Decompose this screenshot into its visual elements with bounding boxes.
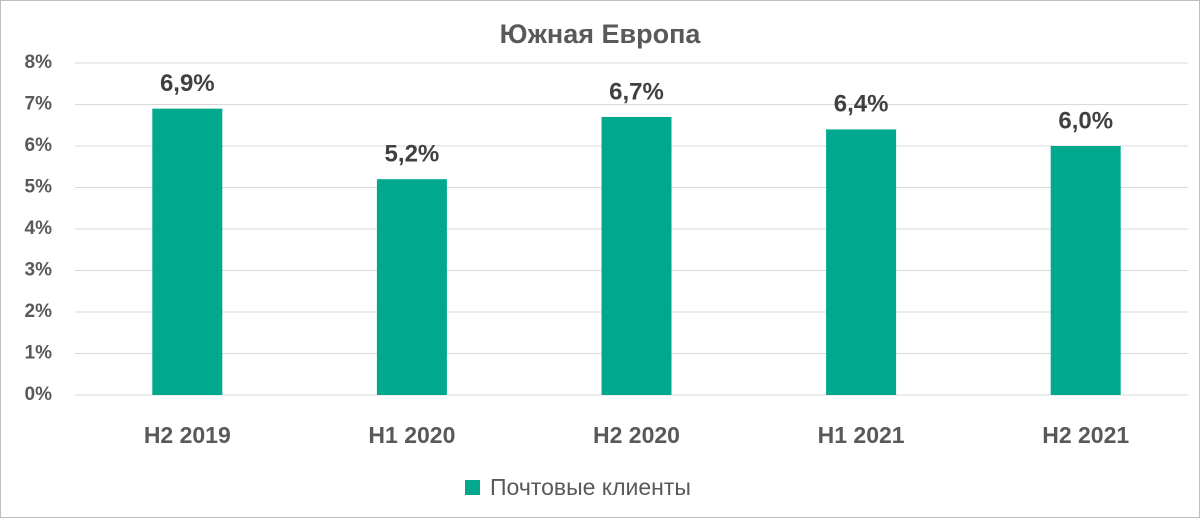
bar <box>1050 146 1121 395</box>
x-tick-label: H1 2020 <box>368 422 455 448</box>
y-tick-label: 1% <box>25 343 53 364</box>
x-tick-label: H1 2021 <box>818 422 905 448</box>
x-tick-label: H2 2019 <box>144 422 231 448</box>
y-tick-label: 0% <box>25 384 53 405</box>
legend-swatch <box>465 480 480 495</box>
y-tick-label: 5% <box>25 177 53 198</box>
bar <box>601 116 672 395</box>
y-tick-label: 2% <box>25 301 53 322</box>
y-tick-label: 7% <box>25 94 53 115</box>
y-tick-label: 4% <box>25 218 53 239</box>
x-tick-label: H2 2020 <box>593 422 680 448</box>
y-tick-label: 6% <box>25 135 53 156</box>
bar <box>152 108 223 396</box>
data-label: 6,7% <box>609 78 664 105</box>
data-label: 6,4% <box>834 91 889 118</box>
data-label: 6,0% <box>1058 107 1113 134</box>
data-label: 6,9% <box>160 70 215 97</box>
data-label: 5,2% <box>385 141 440 168</box>
x-tick-label: H2 2021 <box>1042 422 1129 448</box>
chart-title: Южная Европа <box>500 19 702 49</box>
legend-label: Почтовые клиенты <box>490 474 691 500</box>
y-tick-label: 3% <box>25 260 53 281</box>
bar <box>376 179 447 395</box>
y-tick-label: 8% <box>25 52 53 73</box>
bar <box>826 129 897 395</box>
